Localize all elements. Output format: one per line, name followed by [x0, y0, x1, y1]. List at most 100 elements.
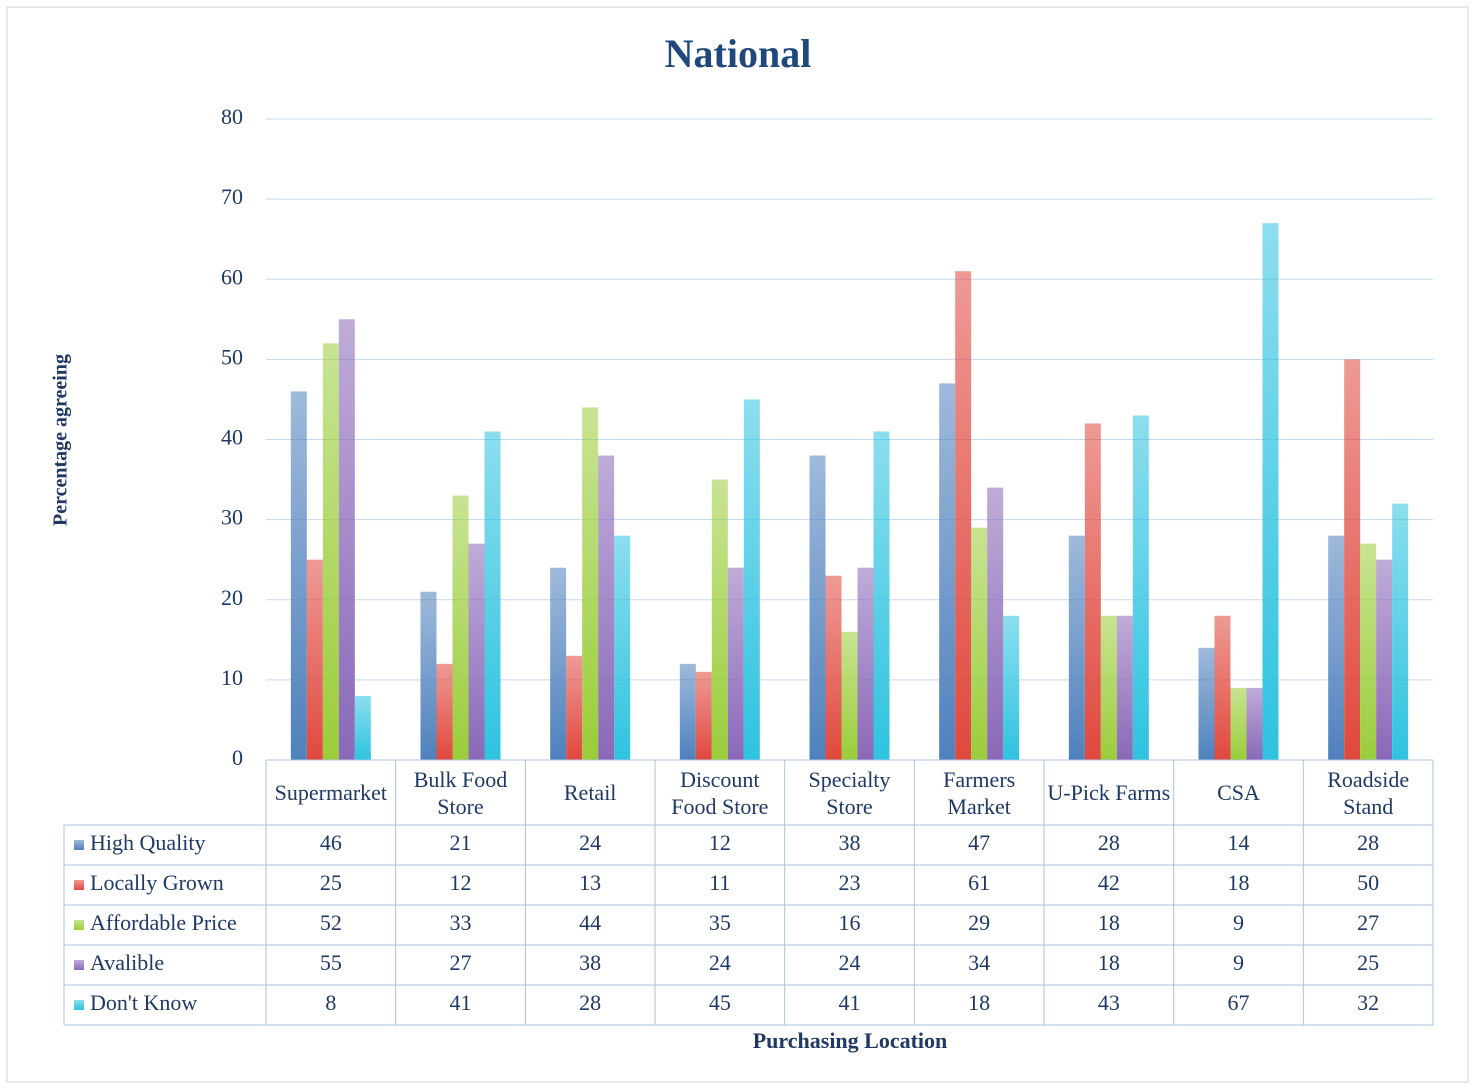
bar	[1328, 535, 1345, 760]
bar	[955, 271, 972, 760]
bar	[1084, 423, 1101, 760]
table-value: 18	[968, 990, 990, 1015]
bar	[1376, 559, 1393, 760]
x-tick-label-box: Bulk Food Store	[414, 767, 508, 819]
table-value: 44	[579, 910, 601, 935]
x-tick-label: Discount Food Store	[671, 766, 769, 819]
x-tick-label-box: Supermarket	[275, 780, 387, 805]
table-value: 16	[839, 910, 861, 935]
table-value: 35	[709, 910, 731, 935]
bar	[939, 383, 956, 760]
table-value: 33	[450, 910, 472, 935]
bar	[1230, 687, 1247, 760]
y-tick-label: 60	[221, 264, 243, 289]
x-tick-label-box: Retail	[563, 780, 617, 805]
table-value: 12	[450, 870, 472, 895]
legend-swatch	[74, 920, 84, 930]
table-value: 27	[450, 950, 472, 975]
bar	[1100, 615, 1117, 760]
legend-label: Avalible	[90, 950, 164, 975]
x-tick-label-box: CSA	[1217, 780, 1260, 805]
bar	[1392, 503, 1409, 760]
bar	[322, 343, 339, 760]
bar	[582, 407, 599, 760]
bar	[1116, 615, 1133, 760]
bar	[1262, 223, 1279, 761]
legend-label: Affordable Price	[90, 910, 237, 935]
legend-label: Locally Grown	[90, 870, 224, 895]
legend-swatch	[74, 960, 84, 970]
bar	[987, 487, 1004, 760]
bar	[873, 431, 890, 760]
bar	[566, 655, 583, 760]
y-tick-label: 20	[221, 585, 243, 610]
table-value: 11	[709, 870, 730, 895]
table-value: 24	[579, 830, 601, 855]
bar	[809, 455, 826, 760]
bar	[1068, 535, 1085, 760]
bar	[825, 575, 842, 760]
bar	[1246, 687, 1263, 760]
bar	[679, 663, 696, 760]
y-axis-title: Percentage agreeing	[50, 354, 72, 526]
bar	[484, 431, 501, 760]
table-value: 45	[709, 990, 731, 1015]
table-value: 55	[320, 950, 342, 975]
bar	[1344, 359, 1361, 760]
table-value: 12	[709, 830, 731, 855]
legend-swatch	[74, 1000, 84, 1010]
bar	[841, 631, 858, 760]
table-value: 61	[968, 870, 990, 895]
bar	[971, 527, 988, 760]
x-tick-label: Roadside Stand	[1327, 766, 1410, 819]
table-value: 38	[579, 950, 601, 975]
table-value: 25	[1357, 950, 1379, 975]
legend-swatch	[74, 880, 84, 890]
x-tick-label-box: Specialty Store	[808, 766, 891, 819]
table-value: 46	[320, 830, 342, 855]
x-tick-label-box: Discount Food Store	[671, 766, 769, 819]
table-value: 42	[1098, 870, 1120, 895]
y-tick-label: 70	[221, 184, 243, 209]
x-tick-label: Retail	[563, 780, 617, 805]
bar	[290, 391, 307, 760]
y-tick-label: 10	[221, 665, 243, 690]
table-value: 9	[1233, 910, 1244, 935]
bar	[338, 319, 355, 760]
bar	[711, 479, 728, 760]
table-value: 8	[325, 990, 336, 1015]
bar	[468, 543, 485, 760]
table-value: 28	[1357, 830, 1379, 855]
table-value: 41	[839, 990, 861, 1015]
bar	[550, 567, 567, 760]
y-tick-label: 50	[221, 344, 243, 369]
table-value: 23	[839, 870, 861, 895]
table-value: 50	[1357, 870, 1379, 895]
table-value: 34	[968, 950, 990, 975]
table-value: 21	[450, 830, 472, 855]
bar	[598, 455, 615, 760]
bar	[614, 535, 631, 760]
table-value: 43	[1098, 990, 1120, 1015]
bar	[857, 567, 874, 760]
x-axis-title: Purchasing Location	[753, 1028, 948, 1053]
bar	[354, 695, 371, 760]
bar	[695, 671, 712, 760]
bar	[1360, 543, 1377, 760]
x-tick-label: Farmers Market	[943, 766, 1016, 819]
table-value: 27	[1357, 910, 1379, 935]
legend-label: High Quality	[90, 830, 206, 855]
x-tick-label: Specialty Store	[808, 766, 891, 819]
table-value: 67	[1228, 990, 1250, 1015]
bar	[452, 495, 469, 760]
chart-border	[6, 6, 1469, 1083]
bar	[420, 591, 437, 760]
table-value: 18	[1228, 870, 1250, 895]
legend-label: Don't Know	[90, 990, 197, 1015]
y-tick-label: 0	[232, 745, 243, 770]
x-tick-label: U-Pick Farms	[1047, 780, 1171, 805]
y-tick-label: 40	[221, 425, 243, 450]
x-tick-label-box: Roadside Stand	[1327, 766, 1410, 819]
table-value: 41	[450, 990, 472, 1015]
